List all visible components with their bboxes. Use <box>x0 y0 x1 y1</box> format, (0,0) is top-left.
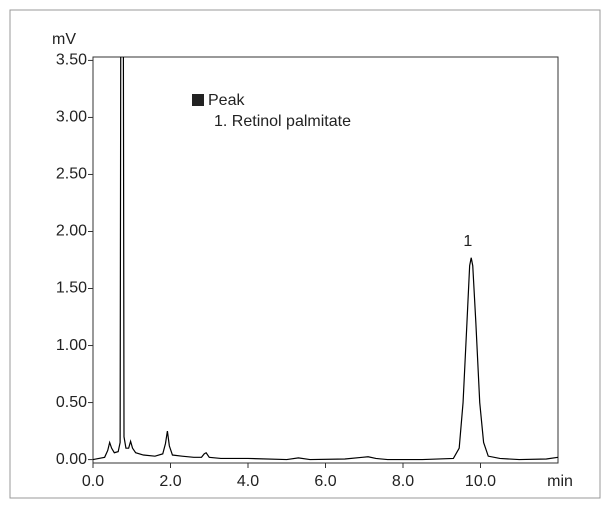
legend-title: Peak <box>208 92 245 109</box>
x-tick-label: 10.0 <box>465 473 496 490</box>
x-tick-label: 0.0 <box>82 473 104 490</box>
frame <box>9 9 601 499</box>
x-tick-label: 2.0 <box>159 473 181 490</box>
y-tick-label: 3.50 <box>56 52 87 69</box>
legend-item: 1. Retinol palmitate <box>214 113 351 130</box>
x-tick-label: 4.0 <box>237 473 259 490</box>
y-tick-label: 2.00 <box>56 223 87 240</box>
x-tick-label: 8.0 <box>392 473 414 490</box>
y-tick-label: 1.00 <box>56 337 87 354</box>
y-tick-label: 1.50 <box>56 280 87 297</box>
y-tick-label: 0.00 <box>56 451 87 468</box>
peak-label: 1 <box>463 233 472 250</box>
y-tick-label: 2.50 <box>56 166 87 183</box>
x-tick-label: 6.0 <box>314 473 336 490</box>
legend-square <box>192 94 204 106</box>
y-tick-label: 0.50 <box>56 394 87 411</box>
y-tick-label: 3.00 <box>56 109 87 126</box>
trace <box>93 57 558 461</box>
x-unit: min <box>547 473 573 490</box>
y-unit: mV <box>52 31 76 48</box>
